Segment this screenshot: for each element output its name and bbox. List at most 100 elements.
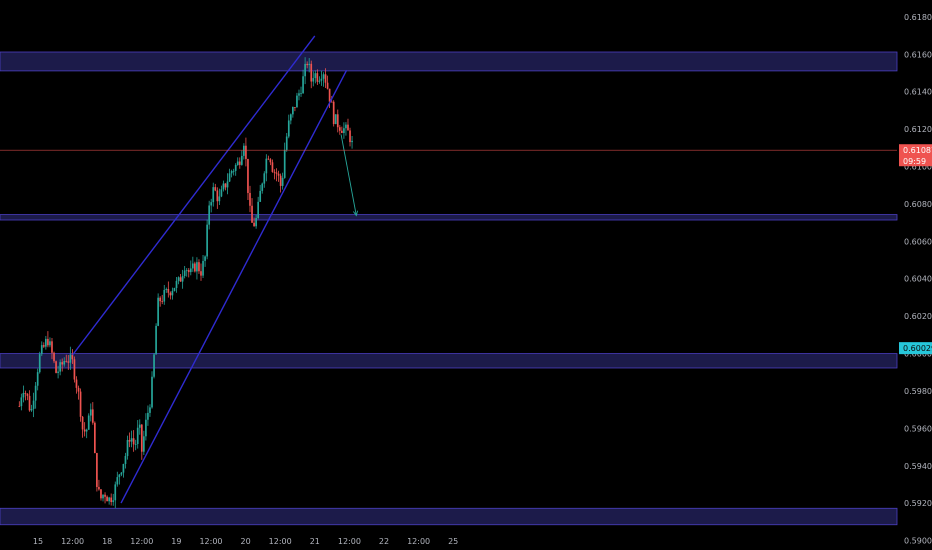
- highlight-price-badge: [899, 342, 932, 355]
- candle: [243, 143, 245, 160]
- candle: [198, 259, 200, 274]
- candle-body: [34, 385, 37, 401]
- candle-body: [261, 183, 264, 191]
- candle: [214, 183, 217, 192]
- candle-body: [304, 63, 306, 77]
- time-tick-label: 25: [448, 537, 458, 546]
- candle-body: [189, 268, 192, 273]
- candle: [202, 254, 204, 278]
- candle-body: [222, 183, 225, 190]
- candle: [177, 276, 180, 285]
- candle-body: [298, 93, 300, 96]
- support-zone-2: [0, 353, 898, 369]
- channel-lower-line[interactable]: [120, 69, 348, 504]
- candle: [320, 70, 323, 86]
- time-tick-label: 12:00: [199, 537, 222, 546]
- candle-body: [87, 415, 90, 430]
- candle: [159, 296, 162, 307]
- candles-layer: [18, 57, 353, 509]
- candle-body: [132, 438, 135, 445]
- candle-body: [194, 263, 196, 272]
- candle: [28, 390, 31, 412]
- candle-body: [285, 136, 288, 150]
- candle: [45, 335, 47, 350]
- candle-body: [230, 171, 233, 174]
- candle: [122, 463, 125, 478]
- candle: [181, 269, 184, 289]
- candle: [210, 198, 213, 213]
- time-tick-label: 20: [241, 537, 251, 546]
- candle-body: [322, 74, 325, 79]
- candle-body: [206, 224, 208, 257]
- candle: [347, 118, 349, 131]
- candle-body: [349, 130, 351, 143]
- candle-body: [243, 145, 245, 156]
- candle: [20, 393, 23, 411]
- candle: [102, 494, 104, 502]
- candle-body: [161, 301, 164, 302]
- candle: [318, 76, 321, 84]
- candle-body: [57, 371, 59, 373]
- candle-body: [59, 362, 61, 372]
- candle-body: [69, 354, 72, 363]
- candle-body: [275, 172, 278, 174]
- candle-body: [259, 190, 262, 202]
- candle: [324, 68, 327, 89]
- candle-body: [220, 189, 223, 197]
- candle-body: [85, 429, 88, 432]
- candle: [277, 170, 280, 182]
- candle-body: [224, 183, 227, 188]
- candle: [49, 337, 51, 348]
- candle-body: [314, 73, 317, 79]
- candle: [245, 137, 247, 167]
- candle: [114, 481, 117, 509]
- time-tick-label: 12:00: [61, 537, 84, 546]
- projection-arrow[interactable]: [340, 134, 357, 216]
- candle: [289, 113, 292, 125]
- candle: [183, 265, 186, 279]
- candle: [310, 60, 313, 89]
- time-tick-label: 22: [379, 537, 389, 546]
- candle-body: [334, 114, 337, 125]
- candle-body: [294, 107, 296, 108]
- candle: [240, 150, 243, 166]
- candle-body: [175, 280, 178, 289]
- candle: [247, 158, 249, 201]
- candle-body: [341, 130, 343, 133]
- candle: [334, 114, 337, 125]
- candle-body: [63, 360, 66, 365]
- candle-body: [318, 80, 321, 82]
- candle: [204, 255, 206, 267]
- candle: [83, 422, 86, 437]
- candle-body: [93, 422, 96, 454]
- time-axis[interactable]: 15 12:00 18 12:00 19 12:00 20 12:00 21 12:00 22 12:…: [33, 537, 458, 546]
- candle: [191, 256, 194, 272]
- candle-body: [67, 361, 70, 363]
- candle-body: [183, 270, 186, 277]
- candle: [179, 274, 182, 282]
- candle: [187, 268, 190, 278]
- candle-body: [181, 276, 184, 282]
- candle-body: [114, 484, 117, 501]
- candle: [302, 69, 304, 94]
- candle: [322, 72, 325, 87]
- candle: [253, 217, 255, 227]
- candle-body: [157, 297, 159, 326]
- candle-body: [204, 256, 206, 261]
- candle: [279, 173, 282, 193]
- candle: [275, 168, 278, 182]
- candle: [61, 358, 64, 372]
- candle: [306, 61, 309, 69]
- channel-upper-line[interactable]: [72, 35, 316, 356]
- candle-body: [55, 361, 57, 373]
- candle-body: [47, 338, 49, 346]
- candle-body: [312, 78, 315, 82]
